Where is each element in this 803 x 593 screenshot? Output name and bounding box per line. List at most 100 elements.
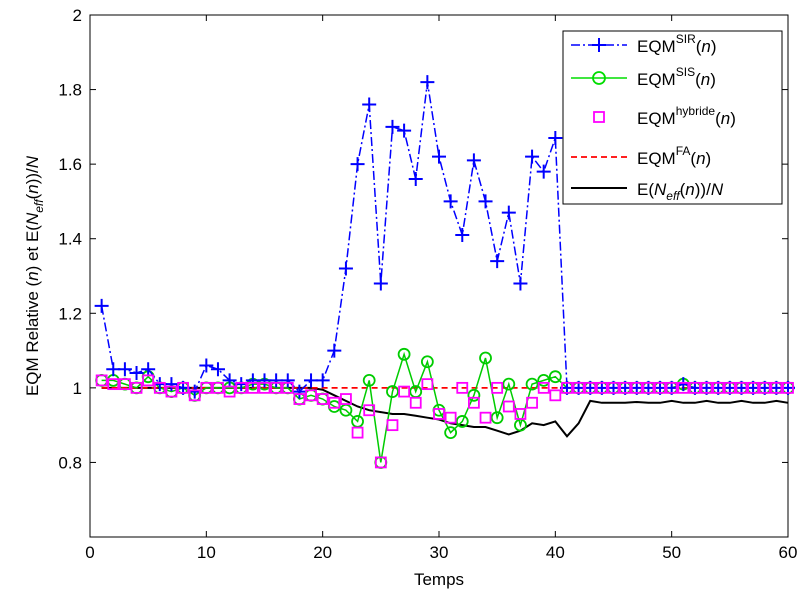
data-point-hybride <box>456 381 469 394</box>
data-point-hybride <box>654 381 666 394</box>
data-point-hybride <box>107 378 120 391</box>
data-point-hybride <box>479 411 492 424</box>
data-point-hybride <box>293 393 306 405</box>
y-tick-label: 1.4 <box>58 230 82 249</box>
data-point-sir <box>222 373 237 388</box>
data-point-hybride <box>584 381 597 394</box>
data-point-sir <box>385 119 400 134</box>
data-point-hybride <box>526 396 538 409</box>
data-point-hybride <box>374 456 387 469</box>
data-point-sis <box>362 373 376 387</box>
data-point-hybride <box>246 381 259 394</box>
data-point-sir <box>443 194 458 209</box>
data-point-sir <box>315 373 330 388</box>
data-point-sir <box>525 149 540 164</box>
data-point-sis <box>444 426 458 440</box>
data-point-sir <box>466 153 481 168</box>
x-tick-label: 40 <box>546 543 565 562</box>
data-point-hybride <box>188 389 201 402</box>
legend: EQMSIR(n) EQMSIS(n) EQMhybride(n) EQMFA(… <box>562 30 783 205</box>
data-point-hybride <box>770 381 783 394</box>
data-point-hybride <box>223 385 236 398</box>
data-point-sis <box>537 373 551 387</box>
data-point-sir <box>455 227 470 242</box>
data-point-sir <box>432 149 446 164</box>
data-point-sis <box>525 377 539 391</box>
data-point-sir <box>94 298 109 313</box>
y-tick-label: 1.2 <box>58 304 82 323</box>
data-point-sis <box>479 351 492 365</box>
y-tick-label: 1.8 <box>58 81 82 100</box>
data-point-hybride <box>177 381 189 394</box>
data-point-hybride <box>130 381 143 394</box>
data-point-hybride <box>165 385 178 398</box>
data-point-sir <box>164 377 179 392</box>
data-point-sir <box>373 276 388 291</box>
legend-entry-sir: EQMSIR(n) <box>571 32 717 56</box>
data-point-sir <box>292 384 307 399</box>
data-point-hybride <box>595 381 608 394</box>
data-point-sir <box>117 362 132 377</box>
data-point-hybride <box>281 381 294 394</box>
data-point-sir <box>338 261 353 276</box>
data-point-sir <box>501 205 516 220</box>
data-point-hybride <box>409 396 422 409</box>
data-point-hybride <box>316 393 329 405</box>
legend-sir-label: EQMSIR(n) <box>637 32 717 56</box>
legend-entry-sis: EQMSIS(n) <box>571 65 716 89</box>
data-point-hybride <box>433 408 445 420</box>
y-tick-label: 2 <box>73 6 82 25</box>
data-point-sir <box>362 97 377 112</box>
data-point-sis <box>548 370 562 384</box>
data-point-hybride <box>212 381 224 394</box>
data-point-hybride <box>270 381 283 394</box>
data-point-hybride <box>572 381 585 394</box>
data-point-hybride <box>491 381 504 394</box>
data-point-sis <box>490 411 504 425</box>
data-point-hybride <box>95 374 108 387</box>
data-point-hybride <box>758 381 771 394</box>
x-tick-label: 20 <box>313 543 332 562</box>
data-point-hybride <box>200 381 213 394</box>
data-point-sir <box>490 254 505 269</box>
data-point-sis <box>455 415 469 428</box>
data-point-hybride <box>305 389 317 402</box>
data-point-sir <box>536 164 551 179</box>
y-axis-title: EQM Relative (n) et E(Neff(n))/N <box>23 155 46 396</box>
data-point-sir <box>408 172 423 187</box>
data-point-hybride <box>665 381 678 394</box>
data-point-hybride <box>340 393 352 405</box>
legend-hybride-label: EQMhybride(n) <box>637 104 736 128</box>
data-point-hybride <box>642 381 655 394</box>
data-point-hybride <box>351 426 364 439</box>
data-point-hybride <box>537 381 550 394</box>
legend-entry-neff: E(Neff(n))/N <box>571 180 724 203</box>
data-point-hybride <box>235 381 248 394</box>
data-point-hybride <box>689 381 701 394</box>
data-point-sis <box>386 385 399 398</box>
data-point-hybride <box>723 381 736 394</box>
data-point-hybride <box>700 381 713 394</box>
data-point-hybride <box>328 396 341 409</box>
y-tick-label: 1 <box>73 379 82 398</box>
data-point-sir <box>513 276 528 291</box>
data-point-sis <box>397 347 411 361</box>
x-tick-label: 60 <box>779 543 798 562</box>
data-point-hybride <box>514 408 527 420</box>
legend-sis-label: EQMSIS(n) <box>637 65 716 89</box>
data-point-sis <box>502 377 516 391</box>
legend-sir-marker <box>592 38 606 52</box>
data-point-sir <box>280 373 295 388</box>
data-point-hybride <box>386 419 399 432</box>
data-point-sir <box>210 362 225 377</box>
data-point-hybride <box>153 381 166 394</box>
data-point-hybride <box>502 400 515 413</box>
data-point-sir <box>129 365 144 380</box>
data-point-sir <box>478 194 493 209</box>
data-point-sir <box>199 358 214 373</box>
data-point-sir <box>548 131 563 146</box>
y-tick-label: 0.8 <box>58 453 82 472</box>
legend-sis-marker <box>592 71 606 85</box>
y-tick-label: 1.6 <box>58 155 82 174</box>
legend-box <box>562 30 783 205</box>
